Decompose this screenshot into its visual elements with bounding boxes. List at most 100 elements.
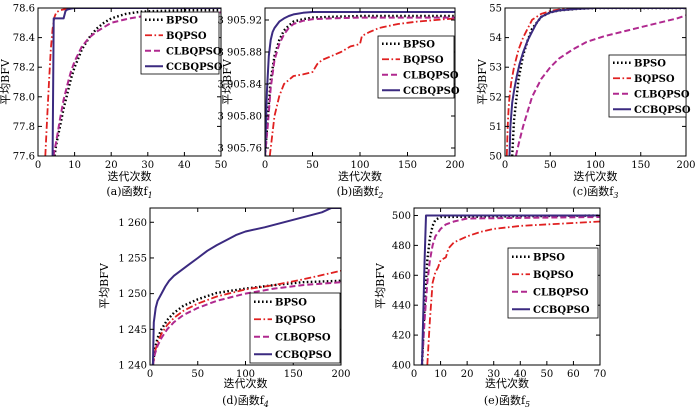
x-tick-label: 0 — [411, 369, 417, 380]
caption-subscript: 5 — [525, 400, 530, 409]
panel-caption: (d)函数f4 — [222, 394, 269, 409]
x-tick-label: 100 — [586, 160, 605, 171]
x-tick-label: 30 — [487, 369, 500, 380]
y-tick-label: 1 255 — [118, 253, 147, 264]
legend-label-clbqpso: CLBQPSO — [275, 332, 331, 343]
series-group — [265, 11, 455, 156]
legend-label-bpso: BPSO — [275, 297, 307, 308]
y-tick-label: 460 — [392, 271, 411, 282]
legend-label-ccbqpso: CCBQPSO — [275, 350, 332, 361]
caption-text: (a)函数f — [106, 185, 148, 198]
series-line-clbqpso — [52, 11, 221, 156]
series-line-ccbqpso — [421, 214, 600, 365]
legend-label-ccbqpso: CCBQPSO — [634, 105, 691, 116]
panel-caption: (a)函数f1 — [106, 185, 152, 200]
legend-label-clbqpso: CLBQPSO — [166, 46, 222, 57]
legend: BPSO BQPSO CLBQPSO CCBQPSO — [377, 35, 460, 99]
y-tick-label: 480 — [392, 241, 411, 252]
x-tick-label: 200 — [331, 369, 350, 380]
x-tick-label: 150 — [284, 369, 303, 380]
legend: BPSO BQPSO CLBQPSO CCBQPSO — [507, 247, 599, 319]
series-group — [420, 214, 600, 365]
y-tick-label: 420 — [392, 331, 411, 342]
caption-subscript: 4 — [263, 400, 269, 409]
caption-text: (c)函数f — [573, 185, 615, 198]
y-tick-label: 55 — [489, 4, 502, 15]
y-tick-label: 78.6 — [13, 4, 35, 15]
x-tick-label: 150 — [631, 160, 650, 171]
legend: BPSO BQPSO CLBQPSO CCBQPSO — [249, 292, 341, 364]
legend-box — [507, 247, 599, 319]
series-line-bpso — [420, 214, 600, 365]
x-tick-label: 50 — [215, 160, 228, 171]
y-tick-label: 3 905.84 — [217, 80, 262, 91]
x-tick-label: 50 — [191, 369, 204, 380]
x-tick-label: 0 — [147, 369, 153, 380]
x-tick-label: 200 — [676, 160, 695, 171]
panel-e: 0 10 20 30 40 50 60 70 400 420 440 460 480 500 平均BFV 迭代… — [374, 207, 607, 409]
x-tick-label: 0 — [35, 160, 41, 171]
series-line-clbqpso — [265, 16, 455, 156]
legend-label-bqpso: BQPSO — [275, 315, 316, 326]
legend: BPSO BQPSO CLBQPSO CCBQPSO — [608, 54, 691, 118]
x-tick-label: 10 — [434, 369, 447, 380]
legend-box — [377, 35, 455, 99]
series-line-bqpso — [268, 17, 455, 156]
legend-box — [249, 292, 341, 364]
panel-caption: (c)函数f3 — [573, 185, 619, 200]
caption-text: (e)函数f — [484, 394, 526, 407]
y-tick-label: 52 — [489, 92, 502, 103]
y-tick-label: 51 — [489, 122, 502, 133]
y-tick-label: 3 905.88 — [217, 48, 262, 59]
y-tick-label: 1 245 — [118, 325, 147, 336]
panel-caption: (e)函数f5 — [484, 394, 530, 409]
series-group — [44, 8, 221, 156]
caption-text: (b)函数f — [337, 185, 380, 198]
legend-label-ccbqpso: CCBQPSO — [403, 86, 460, 97]
x-axis-label: 迭代次数 — [574, 169, 618, 183]
series-line-bpso — [151, 279, 341, 365]
y-tick-label: 54 — [489, 33, 502, 44]
x-axis-label: 迭代次数 — [224, 376, 268, 390]
y-tick-label: 3 905.80 — [217, 112, 262, 123]
y-tick-label: 1 260 — [118, 218, 147, 229]
x-tick-label: 50 — [306, 160, 319, 171]
series-line-ccbqpso — [51, 8, 221, 156]
series-line-bqpso — [44, 8, 221, 156]
legend-label-bqpso: BQPSO — [166, 31, 207, 42]
legend-label-bqpso: BQPSO — [634, 74, 675, 85]
x-tick-label: 70 — [594, 369, 607, 380]
caption-text: (d)函数f — [222, 394, 265, 407]
legend-label-bpso: BPSO — [634, 58, 666, 69]
y-axis-label: 平均BFV — [221, 58, 234, 105]
panel-d: 0 50 100 150 200 1 240 1 245 1 250 1 255 1 260 平均B… — [98, 207, 351, 409]
legend-label-clbqpso: CLBQPSO — [403, 70, 459, 81]
y-tick-label: 53 — [489, 63, 502, 74]
series-line-ccbqpso — [508, 8, 686, 156]
series-line-clbqpso — [151, 281, 341, 365]
legend-label-bqpso: BQPSO — [403, 55, 444, 66]
y-tick-label: 1 250 — [118, 289, 147, 300]
x-tick-label: 20 — [105, 160, 118, 171]
series-line-clbqpso — [514, 14, 686, 156]
x-tick-label: 100 — [236, 369, 255, 380]
y-tick-label: 440 — [392, 301, 411, 312]
y-tick-label: 50 — [489, 152, 502, 163]
y-tick-label: 500 — [392, 211, 411, 222]
x-tick-label: 10 — [68, 160, 81, 171]
legend-label-bpso: BPSO — [166, 15, 198, 26]
legend-label-clbqpso: CLBQPSO — [634, 89, 690, 100]
caption-subscript: 1 — [148, 191, 153, 200]
x-tick-label: 0 — [502, 160, 508, 171]
y-axis-label: 平均BFV — [98, 262, 111, 309]
plot-frame — [413, 207, 601, 366]
x-tick-label: 150 — [398, 160, 417, 171]
series-line-ccbqpso — [265, 11, 455, 156]
caption-subscript: 3 — [613, 191, 618, 200]
plot-frame — [37, 7, 222, 157]
series-line-ccbqpso — [151, 208, 341, 365]
legend-label-bpso: BPSO — [403, 39, 435, 50]
y-tick-label: 78.0 — [13, 92, 35, 103]
x-axis-label: 迭代次数 — [108, 169, 152, 183]
y-axis-label: 平均BFV — [476, 58, 489, 105]
